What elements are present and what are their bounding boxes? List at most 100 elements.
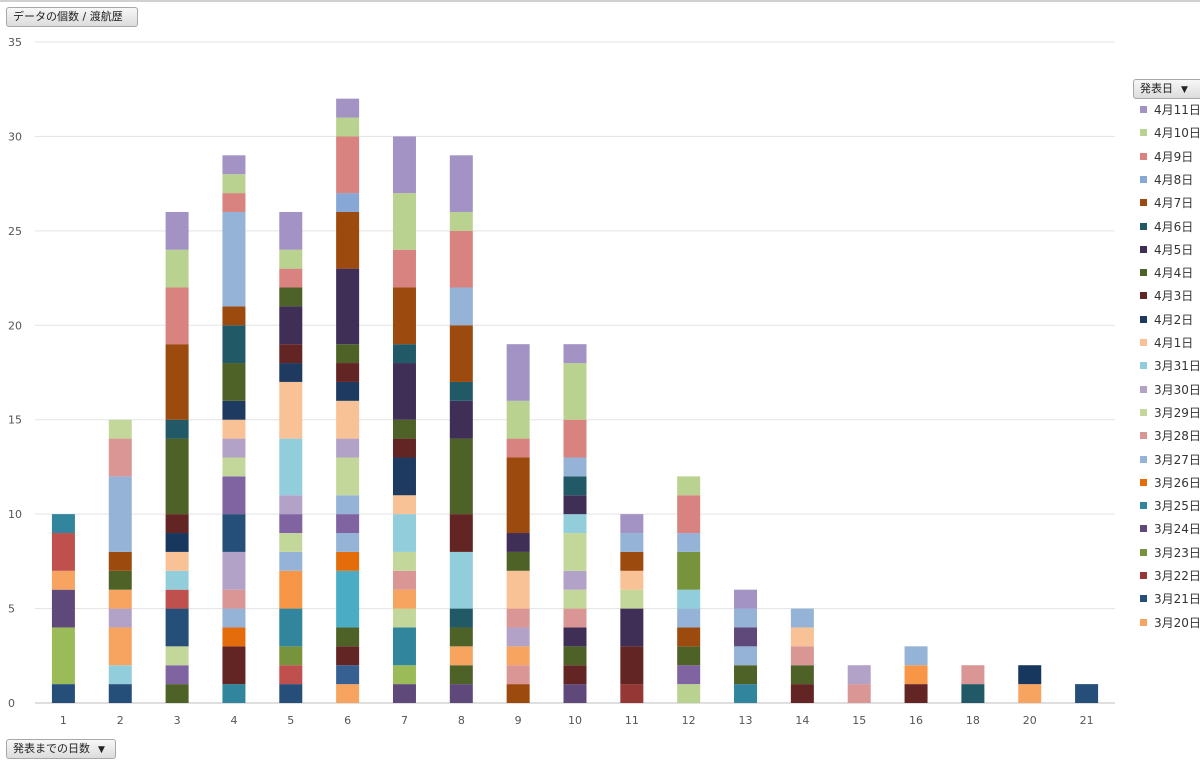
bar-segment: [847, 665, 871, 685]
bar-segment: [392, 514, 416, 552]
value-field-button[interactable]: データの個数 / 渡航歴: [6, 7, 138, 27]
bar-segment: [165, 438, 189, 515]
legend-label: 3月25日: [1154, 499, 1200, 514]
bar-segment: [108, 665, 132, 685]
bar-segment: [279, 551, 303, 571]
bar-segment: [677, 589, 701, 609]
bar-segment: [563, 665, 587, 685]
dropdown-arrow-icon: ▼: [98, 745, 105, 755]
bar-segment: [563, 514, 587, 534]
bar-segment: [279, 344, 303, 364]
bar-segment: [165, 419, 189, 439]
bar-segment: [449, 438, 473, 515]
legend-label: 4月7日: [1154, 196, 1194, 211]
bar-segment: [506, 438, 530, 458]
x-tick-label: 4: [230, 714, 237, 727]
bar-segment: [392, 627, 416, 666]
bar-segment: [904, 646, 928, 666]
axis-field-button[interactable]: 発表までの日数 ▼: [6, 739, 116, 759]
bar-segment: [620, 570, 644, 590]
y-axis: 0 5 10 15 20 25 30 35: [8, 36, 22, 710]
bar-segment: [449, 551, 473, 609]
bar-segment: [108, 627, 132, 666]
bar-segment: [222, 589, 246, 609]
bar-segment: [222, 155, 246, 175]
bar-segment: [449, 230, 473, 288]
bar-segment: [222, 438, 246, 458]
legend-swatch: [1140, 548, 1147, 556]
bar-segment: [336, 514, 360, 534]
bar-segment: [279, 570, 303, 609]
y-tick-label: 30: [8, 130, 22, 143]
bar-segment: [51, 533, 75, 571]
bar-segment: [279, 268, 303, 288]
legend-swatch: [1140, 502, 1147, 510]
bar-segment: [336, 117, 360, 137]
bar-segment: [336, 533, 360, 552]
legend-swatch: [1140, 455, 1147, 463]
bar-segment: [279, 306, 303, 345]
bar-segment: [506, 627, 530, 647]
legend-swatch: [1140, 152, 1147, 160]
bar-segment: [108, 419, 132, 439]
bar-segment: [336, 646, 360, 666]
legend-label: 3月30日: [1154, 382, 1200, 397]
bar-segment: [449, 381, 473, 401]
bar-segment: [279, 249, 303, 269]
legend-swatch: [1140, 199, 1147, 207]
bar-segment: [222, 419, 246, 439]
bar-segment: [392, 438, 416, 458]
legend-label: 4月8日: [1154, 172, 1194, 187]
y-tick-label: 15: [8, 414, 22, 427]
bar-segment: [506, 608, 530, 628]
bar-segment: [336, 438, 360, 458]
legend-label: 4月2日: [1154, 312, 1194, 327]
x-tick-label: 10: [568, 714, 582, 727]
x-tick-label: 1: [60, 714, 67, 727]
bar-segment: [506, 551, 530, 571]
bar-segment: [449, 155, 473, 212]
legend-field-button[interactable]: 発表日 ▼: [1133, 79, 1200, 99]
bar-segment: [563, 419, 587, 458]
x-axis: 1 2 3 4 5 6 7 8 9 10 11 12 13 14 15 16 18 20 21: [60, 714, 1094, 727]
bar-segment: [734, 684, 758, 703]
legend-label: 3月26日: [1154, 475, 1200, 490]
bar-segment: [222, 627, 246, 647]
legend-swatch: [1140, 525, 1147, 533]
x-tick-label: 6: [344, 714, 351, 727]
x-tick-label: 13: [739, 714, 753, 727]
bar-segment: [165, 551, 189, 571]
bar-segment: [449, 514, 473, 552]
bar-segment: [620, 551, 644, 571]
bar-segment: [1075, 684, 1099, 703]
bar-segment: [392, 684, 416, 703]
bar-segment: [677, 684, 701, 703]
legend-label: 3月21日: [1154, 592, 1200, 607]
bar-segment: [620, 646, 644, 685]
bar-segment: [790, 665, 814, 685]
x-tick-label: 9: [515, 714, 522, 727]
bar-segment: [279, 533, 303, 552]
bar-segment: [449, 608, 473, 628]
legend-swatch: [1140, 618, 1147, 626]
bar-segment: [620, 514, 644, 534]
x-tick-label: 18: [966, 714, 980, 727]
bar-segment: [563, 363, 587, 420]
bar-segment: [222, 325, 246, 364]
bar-segment: [392, 419, 416, 439]
bar-segment: [620, 684, 644, 703]
bar-segment: [336, 381, 360, 401]
bar-segment: [279, 381, 303, 439]
bar-segment: [222, 193, 246, 212]
bar-segment: [165, 344, 189, 420]
legend-swatch: [1140, 315, 1147, 323]
bar-segment: [165, 211, 189, 250]
bar-segment: [506, 400, 530, 439]
legend-label: 3月28日: [1154, 429, 1200, 444]
bar-segment: [392, 589, 416, 609]
legend-swatch: [1140, 129, 1147, 137]
bar-segment: [336, 551, 360, 571]
bar-segment: [506, 457, 530, 534]
bar-segment: [677, 627, 701, 647]
x-tick-label: 7: [401, 714, 408, 727]
